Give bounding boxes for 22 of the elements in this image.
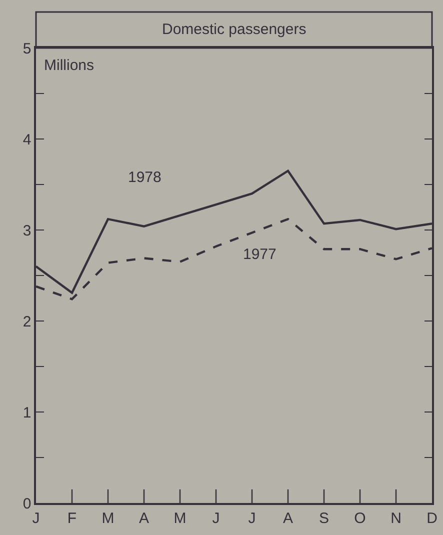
y-axis-title: Millions bbox=[44, 57, 94, 74]
chart-title: Domestic passengers bbox=[162, 21, 306, 38]
series-label: 1977 bbox=[243, 246, 276, 263]
x-tick-label: J bbox=[248, 510, 256, 527]
y-tick-label: 4 bbox=[22, 131, 32, 148]
y-tick-label: 2 bbox=[22, 313, 32, 330]
y-tick-label: 0 bbox=[22, 495, 32, 512]
x-tick-label: J bbox=[32, 510, 40, 527]
x-tick-label: O bbox=[354, 510, 366, 527]
x-tick-label: S bbox=[318, 510, 330, 527]
x-tick-label: A bbox=[138, 510, 150, 527]
x-tick-label: M bbox=[174, 510, 186, 527]
y-tick-label: 1 bbox=[22, 404, 32, 422]
x-tick-label: N bbox=[390, 510, 402, 527]
x-tick-label: A bbox=[282, 510, 294, 527]
x-tick-label: M bbox=[102, 510, 114, 527]
x-tick-label: J bbox=[212, 510, 220, 527]
text: 1978 bbox=[128, 169, 162, 186]
x-tick-label: F bbox=[67, 510, 77, 527]
x-tick-label: D bbox=[426, 510, 438, 527]
y-tick-label: 3 bbox=[22, 222, 32, 240]
y-tick-label: 5 bbox=[22, 40, 32, 58]
